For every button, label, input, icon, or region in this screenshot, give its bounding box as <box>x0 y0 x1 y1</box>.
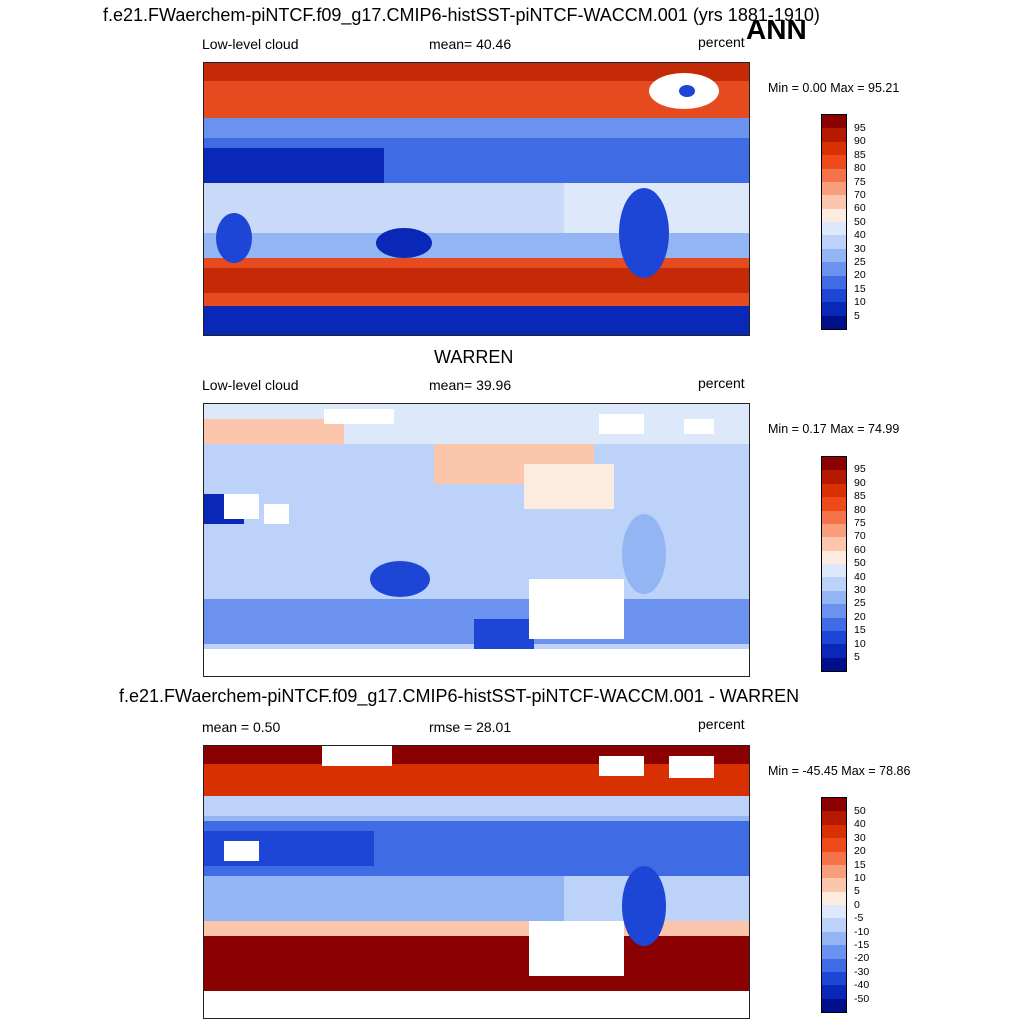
panel1-colorbar-tick: 5 <box>854 310 860 322</box>
panel1-colorbar-tick: 70 <box>854 189 866 201</box>
panel3-colorbar-tick: -50 <box>854 993 870 1005</box>
panel2-mean: mean= 39.96 <box>429 377 512 393</box>
season-label: ANN <box>746 14 807 45</box>
panel1-colorbar-tick: 20 <box>854 269 866 281</box>
panel3-colorbar-tick: 40 <box>854 818 866 830</box>
panel3-colorbar-tick: 30 <box>854 832 866 844</box>
panel3-colorbar-tick: -20 <box>854 952 870 964</box>
panel1-colorbar-tick: 40 <box>854 229 866 241</box>
panel1-map-field <box>204 63 749 335</box>
panel1-colorbar-tick: 80 <box>854 162 866 174</box>
panel1-map <box>203 62 750 336</box>
panel3-colorbar-tick: -15 <box>854 939 870 951</box>
panel2-colorbar-tick: 85 <box>854 490 866 502</box>
panel3-colorbar-tick: 5 <box>854 885 860 897</box>
panel2-colorbar-tick: 90 <box>854 477 866 489</box>
panel1-variable-label: Low-level cloud <box>202 36 299 52</box>
panel2-colorbar-tick: 80 <box>854 504 866 516</box>
panel3-colorbar-tick: -40 <box>854 979 870 991</box>
panel1-colorbar-tick: 50 <box>854 216 866 228</box>
panel2-colorbar-tick: 25 <box>854 597 866 609</box>
panel2-colorbar-tick: 95 <box>854 463 866 475</box>
panel3-colorbar-tick: -5 <box>854 912 864 924</box>
panel1-colorbar-tick: 15 <box>854 283 866 295</box>
panel2-map-field <box>204 404 749 676</box>
panel2-heading: WARREN <box>434 347 514 367</box>
panel3-rmse: rmse = 28.01 <box>429 719 512 735</box>
panel2-colorbar-tick: 20 <box>854 611 866 623</box>
panel1-colorbar <box>821 114 847 330</box>
panel3-colorbar-tick: 50 <box>854 805 866 817</box>
panel1-colorbar-tick: 90 <box>854 135 866 147</box>
panel2-variable-label: Low-level cloud <box>202 377 299 393</box>
panel3-heading: f.e21.FWaerchem-piNTCF.f09_g17.CMIP6-his… <box>119 686 800 706</box>
panel2-colorbar-tick: 10 <box>854 638 866 650</box>
panel1-colorbar-tick: 10 <box>854 296 866 308</box>
panel1-colorbar-tick: 85 <box>854 149 866 161</box>
panel3-colorbar-tick: 0 <box>854 899 860 911</box>
panel3-colorbar-tick: -30 <box>854 966 870 978</box>
panel3-map <box>203 745 750 1019</box>
panel3-map-field <box>204 746 749 1018</box>
panel3-mean: mean = 0.50 <box>202 719 281 735</box>
panel1-colorbar-tick: 25 <box>854 256 866 268</box>
panel2-colorbar-tick: 5 <box>854 651 860 663</box>
panel2-colorbar-tick: 50 <box>854 557 866 569</box>
panel2-minmax: Min = 0.17 Max = 74.99 <box>768 422 900 436</box>
panel2-colorbar <box>821 456 847 672</box>
panel1-mean: mean= 40.46 <box>429 36 512 52</box>
panel1-minmax: Min = 0.00 Max = 95.21 <box>768 81 900 95</box>
panel1-colorbar-tick: 95 <box>854 122 866 134</box>
panel1-units: percent <box>698 34 745 50</box>
panel2-colorbar-tick: 60 <box>854 544 866 556</box>
figure-title: f.e21.FWaerchem-piNTCF.f09_g17.CMIP6-his… <box>103 5 820 25</box>
panel3-minmax: Min = -45.45 Max = 78.86 <box>768 764 911 778</box>
panel3-colorbar-tick: 15 <box>854 859 866 871</box>
panel3-colorbar-tick: 10 <box>854 872 866 884</box>
panel2-colorbar-tick: 15 <box>854 624 866 636</box>
panel3-units: percent <box>698 716 745 732</box>
panel2-colorbar-tick: 75 <box>854 517 866 529</box>
panel3-colorbar-tick: -10 <box>854 926 870 938</box>
panel2-units: percent <box>698 375 745 391</box>
panel1-colorbar-tick: 75 <box>854 176 866 188</box>
panel1-colorbar-tick: 60 <box>854 202 866 214</box>
panel2-colorbar-tick: 40 <box>854 571 866 583</box>
panel2-colorbar-tick: 70 <box>854 530 866 542</box>
panel2-colorbar-tick: 30 <box>854 584 866 596</box>
panel2-map <box>203 403 750 677</box>
panel3-colorbar-tick: 20 <box>854 845 866 857</box>
panel1-colorbar-tick: 30 <box>854 243 866 255</box>
panel3-colorbar <box>821 797 847 1013</box>
